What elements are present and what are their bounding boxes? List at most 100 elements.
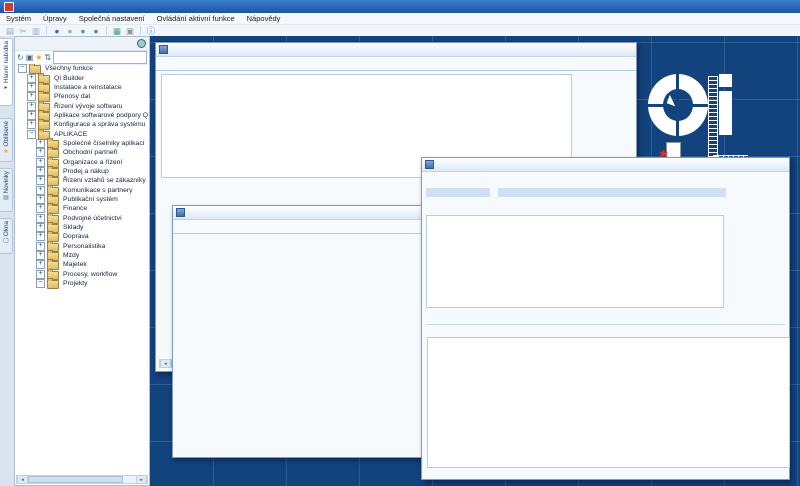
tree-horizontal-scrollbar[interactable] (16, 475, 148, 484)
refresh-icon[interactable]: ↻ (17, 53, 24, 62)
tree-item-procesy-workflow[interactable]: Procesy, workflow (16, 270, 148, 279)
tree-item-organizace-a-rizeni[interactable]: Organizace a řízení (16, 157, 148, 166)
expand-icon[interactable] (27, 74, 36, 83)
side-tab-novinky[interactable]: Novinky▤ (0, 168, 13, 212)
projekty-titlebar[interactable] (156, 43, 636, 57)
tree-item-obchodni-partneri[interactable]: Obchodní partneři (16, 148, 148, 157)
close-button[interactable] (621, 45, 633, 55)
expand-icon[interactable] (36, 148, 45, 157)
qi-logo-i-dot (719, 74, 732, 87)
expand-icon[interactable] (36, 260, 45, 269)
kod-akce-value[interactable] (426, 188, 490, 197)
side-tab-oblibene[interactable]: Oblíbené★ (0, 118, 13, 162)
tree-item-qi-builder[interactable]: QI Builder (16, 73, 148, 82)
tree-item-projekty[interactable]: Projekty (16, 279, 148, 288)
tree-item-spolecne-ciselniky-aplikaci[interactable]: Společné číselníky aplikací (16, 139, 148, 148)
favorites-star-icon[interactable]: ★ (35, 53, 42, 62)
app-minimize-button[interactable] (749, 2, 762, 12)
tree-item-aplikace-softwarove-podpory-qi[interactable]: Aplikace softwarové podpory QI (16, 111, 148, 120)
globe-blue-icon[interactable]: ● (52, 26, 62, 36)
app-maximize-button[interactable] (766, 2, 779, 12)
menu-arrow-icon: ▸ (4, 85, 7, 91)
export-table-icon[interactable]: ▦ (112, 26, 122, 36)
minimize-button[interactable] (591, 45, 603, 55)
monitor-icon[interactable]: ▣ (26, 53, 34, 62)
expand-icon[interactable] (27, 111, 36, 120)
menu-item-upravy[interactable]: Úpravy (43, 14, 67, 23)
expand-icon[interactable] (36, 232, 45, 241)
tree-item-label: Organizace a řízení (61, 159, 124, 166)
menu-item-ovladani-aktivni-funkce[interactable]: Ovládání aktivní funkce (157, 14, 235, 23)
expand-icon[interactable] (36, 167, 45, 176)
side-tab-hlavni-nabidka[interactable]: Hlavní nabídka ▸ (0, 38, 13, 106)
maximize-button[interactable] (606, 45, 618, 55)
cut-icon[interactable]: ✂ (18, 26, 28, 36)
tree-item-prenosy-dat[interactable]: Přenosy dat (16, 92, 148, 101)
scroll-left-icon[interactable] (17, 476, 28, 483)
expand-icon[interactable] (27, 120, 36, 129)
tree-item-publikacni-system[interactable]: Publikační systém (16, 195, 148, 204)
menu-item-spolecna-nastaveni[interactable]: Společná nastavení (79, 14, 145, 23)
tree-item-konfigurace-a-sprava-systemu[interactable]: Konfigurace a správa systému (16, 120, 148, 129)
tree-item-sklady[interactable]: Sklady (16, 223, 148, 232)
side-tab-okna[interactable]: Okna▢ (0, 218, 13, 254)
tree-item-finance[interactable]: Finance (16, 204, 148, 213)
scrollbar-track[interactable] (123, 476, 136, 483)
expand-icon[interactable] (36, 214, 45, 223)
side-tab-label: Oblíbené (3, 121, 10, 147)
tree-item-rizeni-vyvoje-softwaru[interactable]: Řízení vývoje softwaru (16, 101, 148, 110)
tree-item-vsechny-funkce[interactable]: Všechny funkce (16, 64, 148, 73)
scroll-left-icon[interactable] (160, 360, 171, 367)
expand-icon[interactable] (36, 158, 45, 167)
expand-icon[interactable] (27, 102, 36, 111)
expand-icon[interactable] (36, 223, 45, 232)
copy-icon[interactable]: ▥ (31, 26, 41, 36)
collapse-icon[interactable] (27, 130, 36, 139)
side-tab-label: Hlavní nabídka (3, 41, 10, 83)
tree-item-doprava[interactable]: Doprava (16, 232, 148, 241)
application-window: Systém Úpravy Společná nastavení Ovládání a… (0, 0, 800, 486)
print-icon[interactable]: ▣ (125, 26, 135, 36)
expand-icon[interactable] (27, 83, 36, 92)
collapse-icon[interactable] (36, 279, 45, 288)
globe-help-icon[interactable]: ● (78, 26, 88, 36)
expand-icon[interactable] (36, 204, 45, 213)
menu-item-napovedy[interactable]: Nápovědy (247, 14, 281, 23)
tree-item-majetek[interactable]: Majetek (16, 260, 148, 269)
info-icon[interactable]: ⓘ (146, 26, 156, 36)
tree-item-prodej-a-nakup[interactable]: Prodej a nákup (16, 167, 148, 176)
main-titlebar[interactable] (0, 0, 800, 13)
tree-item-mzdy[interactable]: Mzdy (16, 251, 148, 260)
tree-item-podvojne-ucetnictvi[interactable]: Podvojné účetnictví (16, 214, 148, 223)
expand-icon[interactable] (36, 251, 45, 260)
close-button[interactable] (774, 160, 786, 170)
expand-icon[interactable] (36, 186, 45, 195)
expand-icon[interactable] (36, 139, 45, 148)
nazev-akce-value[interactable] (498, 188, 726, 197)
tree-item-personalistika[interactable]: Personalistika (16, 242, 148, 251)
tree-item-aplikace[interactable]: APLIKACE (16, 129, 148, 138)
rozpocet-titlebar[interactable] (422, 158, 789, 172)
expand-icon[interactable] (36, 242, 45, 251)
scrollbar-thumb[interactable] (28, 476, 123, 483)
pin-icon[interactable] (137, 39, 146, 48)
collapse-icon[interactable] (18, 64, 27, 73)
sort-icon[interactable]: ⇅ (44, 53, 51, 62)
app-close-button[interactable] (783, 2, 796, 12)
tree-item-instalace-a-reinstalace[interactable]: Instalace a reinstalace (16, 83, 148, 92)
paste-icon[interactable]: ▤ (5, 26, 15, 36)
globe-refresh-icon[interactable]: ● (91, 26, 101, 36)
tree-item-komunikace-s-partnery[interactable]: Komunikace s partnery (16, 185, 148, 194)
expand-icon[interactable] (27, 92, 36, 101)
tree-filter-input[interactable] (53, 51, 147, 64)
scroll-right-icon[interactable] (136, 476, 147, 483)
expand-icon[interactable] (36, 270, 45, 279)
expand-icon[interactable] (36, 195, 45, 204)
toolbar-separator (106, 26, 107, 35)
minimize-button[interactable] (744, 160, 756, 170)
globe-gray-icon[interactable]: ● (65, 26, 75, 36)
maximize-button[interactable] (759, 160, 771, 170)
tree-item-rizeni-vztahu-se-zakazniky-crm[interactable]: Řízení vztahů se zákazníky (CRM) (16, 176, 148, 185)
menu-item-system[interactable]: Systém (6, 14, 31, 23)
expand-icon[interactable] (36, 176, 45, 185)
